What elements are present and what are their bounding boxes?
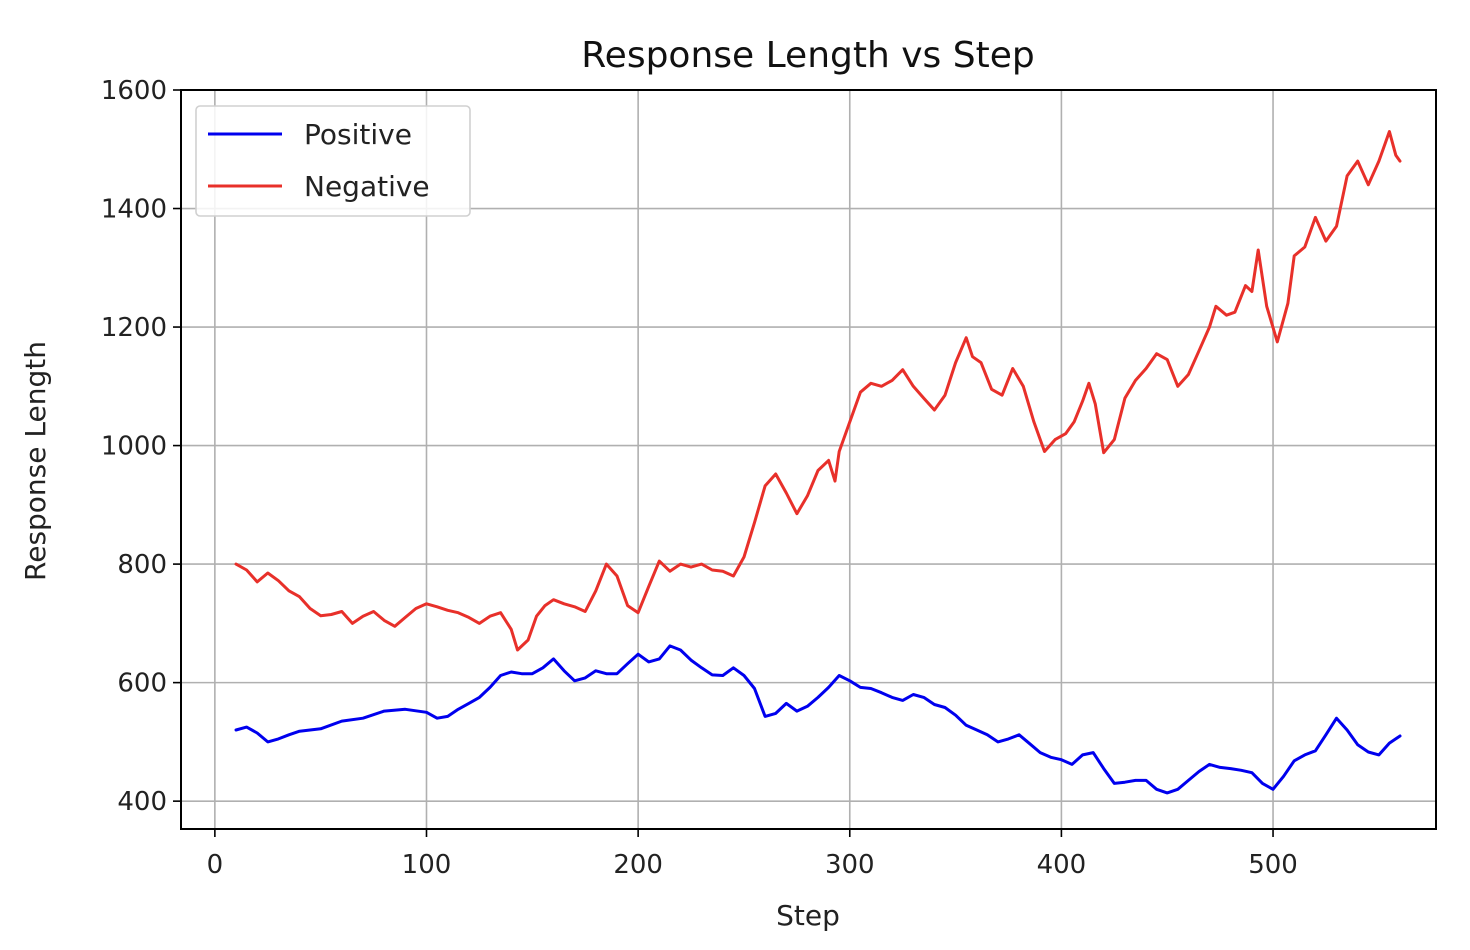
- y-tick-label: 400: [117, 787, 167, 817]
- x-tick-label: 200: [613, 850, 663, 880]
- plot-area-frame: [180, 89, 1437, 830]
- legend: Positive Negative: [195, 105, 471, 217]
- x-axis-label: Step: [776, 899, 840, 932]
- y-tick-label: 800: [117, 550, 167, 580]
- y-tick-label: 1000: [101, 432, 167, 462]
- series-line-negative: [234, 130, 1402, 652]
- x-tick-label: 100: [402, 850, 452, 880]
- y-axis-label: Response Length: [19, 341, 52, 581]
- series-line-positive: [234, 644, 1402, 795]
- y-tick-label: 1200: [101, 313, 167, 343]
- y-tick-label: 600: [117, 669, 167, 699]
- chart-title: Response Length vs Step: [581, 35, 1034, 76]
- legend-label-positive: Positive: [304, 118, 412, 151]
- series-lines: [234, 130, 1402, 795]
- x-tick-label: 0: [207, 850, 224, 880]
- axis-ticks: 0 100 200 300 400 500 400 600 800 1000 1200 1400 160…: [101, 76, 1298, 880]
- legend-label-negative: Negative: [304, 170, 430, 203]
- x-tick-label: 400: [1037, 850, 1087, 880]
- y-tick-label: 1600: [101, 76, 167, 106]
- x-tick-label: 500: [1248, 850, 1298, 880]
- y-tick-label: 1400: [101, 195, 167, 225]
- x-tick-label: 300: [825, 850, 875, 880]
